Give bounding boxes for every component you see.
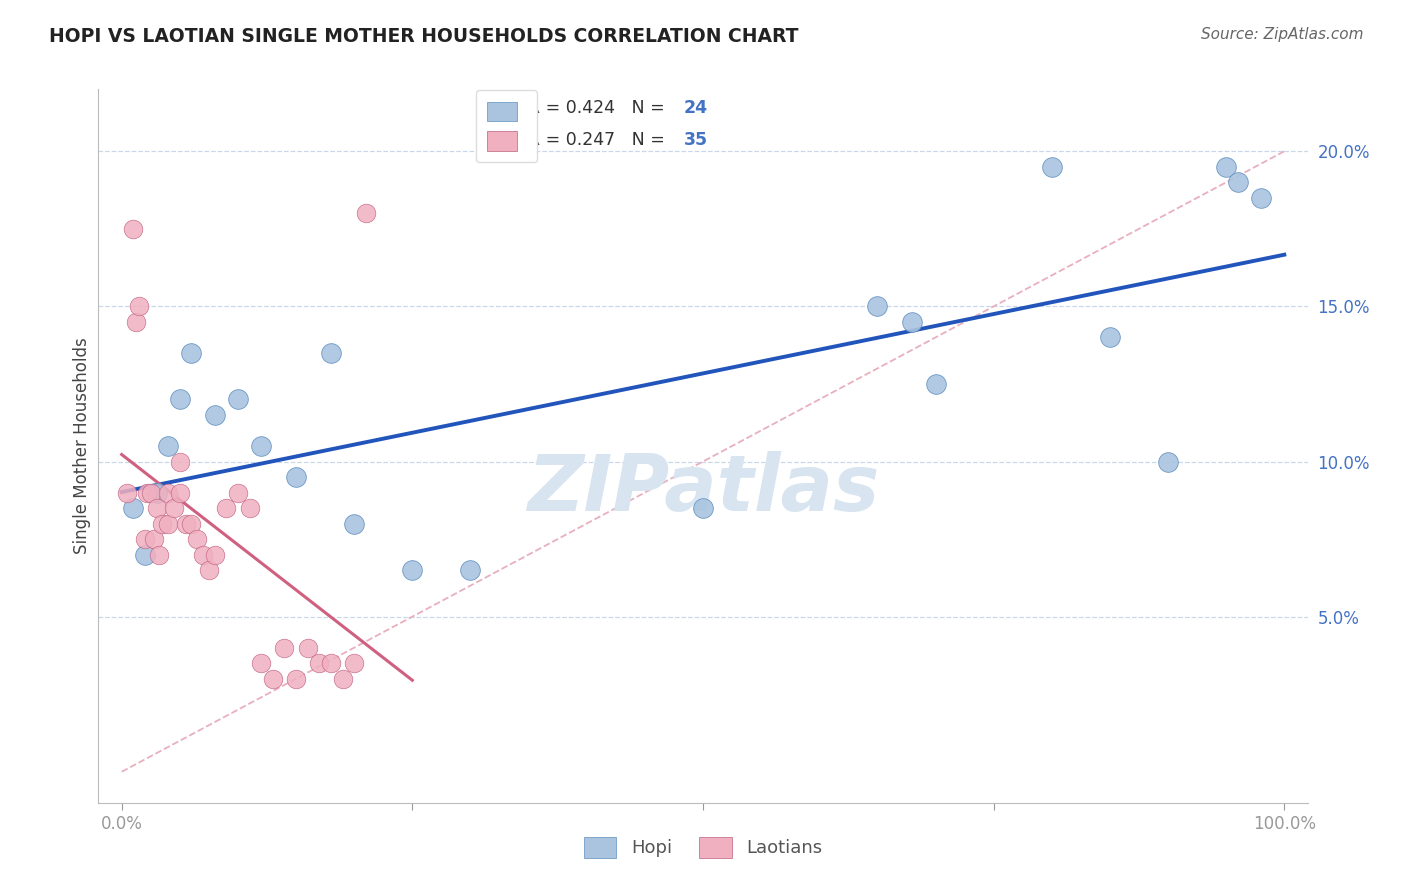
Point [122, 501, 145, 516]
Point [157, 485, 180, 500]
Point [354, 206, 377, 220]
Point [226, 485, 249, 500]
Point [143, 532, 166, 546]
Point [204, 548, 226, 562]
Point [1157, 454, 1180, 468]
Point [169, 392, 191, 407]
Point [1226, 175, 1249, 189]
Text: R = 0.247   N =: R = 0.247 N = [527, 131, 671, 149]
Point [145, 485, 167, 500]
Legend: Hopi, Laotians: Hopi, Laotians [576, 830, 830, 865]
Point [285, 672, 308, 686]
Point [692, 501, 714, 516]
Point [150, 516, 173, 531]
Point [239, 501, 262, 516]
Point [319, 346, 342, 360]
Point [262, 672, 284, 686]
Text: R = 0.424   N =: R = 0.424 N = [527, 100, 669, 118]
Point [901, 315, 924, 329]
Point [122, 222, 145, 236]
Point [134, 548, 156, 562]
Point [343, 656, 366, 670]
Point [319, 656, 342, 670]
Point [866, 299, 889, 313]
Point [204, 408, 226, 422]
Y-axis label: Single Mother Households: Single Mother Households [73, 338, 91, 554]
Point [136, 485, 159, 500]
Point [250, 656, 273, 670]
Point [226, 392, 249, 407]
Point [163, 501, 186, 516]
Point [174, 516, 197, 531]
Point [273, 640, 295, 655]
Point [117, 485, 139, 500]
Point [1250, 191, 1272, 205]
Point [180, 516, 202, 531]
Point [124, 315, 146, 329]
Point [460, 563, 482, 577]
Point [139, 485, 162, 500]
Point [924, 376, 946, 391]
Point [134, 532, 156, 546]
Point [1215, 160, 1237, 174]
Point [401, 563, 423, 577]
Point [157, 516, 180, 531]
Point [1040, 160, 1063, 174]
Text: HOPI VS LAOTIAN SINGLE MOTHER HOUSEHOLDS CORRELATION CHART: HOPI VS LAOTIAN SINGLE MOTHER HOUSEHOLDS… [49, 27, 799, 45]
Point [285, 470, 308, 484]
Point [157, 439, 180, 453]
Point [343, 516, 366, 531]
Text: ZIPatlas: ZIPatlas [527, 450, 879, 527]
Point [148, 548, 170, 562]
Point [332, 672, 354, 686]
Text: 35: 35 [683, 131, 707, 149]
Point [180, 346, 202, 360]
Text: 24: 24 [683, 100, 707, 118]
Point [191, 548, 214, 562]
Point [250, 439, 273, 453]
Point [186, 532, 208, 546]
Point [198, 563, 221, 577]
Point [169, 454, 191, 468]
Point [145, 501, 167, 516]
Point [308, 656, 330, 670]
Point [297, 640, 319, 655]
Text: Source: ZipAtlas.com: Source: ZipAtlas.com [1201, 27, 1364, 42]
Point [1098, 330, 1121, 344]
Point [215, 501, 238, 516]
Point [169, 485, 191, 500]
Point [128, 299, 150, 313]
